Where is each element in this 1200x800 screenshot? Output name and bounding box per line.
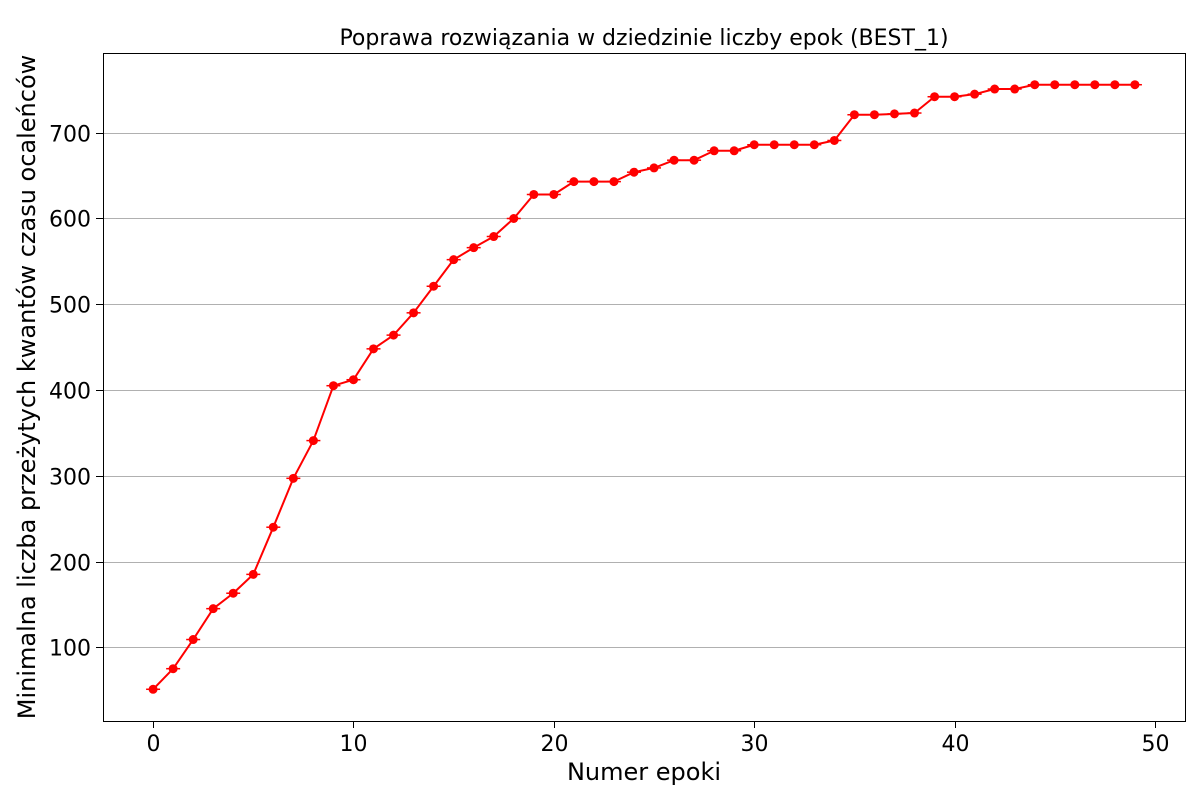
y-tick-label: 400 <box>49 380 91 405</box>
data-point <box>809 140 819 150</box>
data-point <box>168 664 178 674</box>
y-tick-label: 700 <box>49 123 91 148</box>
data-point <box>990 84 1000 94</box>
data-point <box>910 108 919 118</box>
y-axis-label: Minimalna liczba przeżytych kwantów czas… <box>13 55 41 720</box>
data-point <box>509 214 519 223</box>
x-tick-label: 40 <box>942 732 970 757</box>
data-point <box>489 232 499 242</box>
chart-title: Poprawa rozwiązania w dziedzinie liczby … <box>339 26 948 51</box>
data-point <box>389 330 399 340</box>
data-point <box>749 140 759 150</box>
data-point <box>930 92 940 102</box>
data-point <box>589 177 599 187</box>
data-point <box>248 569 258 579</box>
data-point <box>1070 80 1080 90</box>
data-point <box>649 163 659 173</box>
x-tick-label: 50 <box>1142 732 1170 757</box>
axis-ticks: 100 200 300 400 500 600 700 0 10 20 30 40 50 <box>49 123 1170 758</box>
data-point <box>328 381 338 391</box>
y-tick-label: 100 <box>49 637 91 662</box>
data-point <box>549 189 559 199</box>
x-tick-label: 10 <box>340 732 368 757</box>
data-point <box>529 189 539 199</box>
data-point <box>1050 80 1060 90</box>
data-point <box>669 155 679 165</box>
data-point <box>1130 80 1140 90</box>
data-point <box>369 344 378 354</box>
series-line <box>152 83 1135 690</box>
data-point <box>609 177 619 187</box>
data-point <box>829 135 839 145</box>
x-tick-label: 0 <box>147 732 161 757</box>
plot-frame <box>103 53 1186 722</box>
y-tick-label: 200 <box>49 552 91 577</box>
x-tick-label: 30 <box>741 732 769 757</box>
y-tick-label: 500 <box>49 294 91 319</box>
data-point <box>188 635 198 645</box>
data-point <box>288 473 298 483</box>
series-layer <box>146 80 1142 694</box>
data-point <box>148 684 158 694</box>
data-point <box>469 243 479 253</box>
data-point <box>1090 80 1100 90</box>
data-point <box>709 146 719 156</box>
y-tick-label: 600 <box>49 208 91 233</box>
data-point <box>409 308 419 318</box>
data-point <box>849 110 859 120</box>
data-point <box>889 109 899 119</box>
data-point <box>449 255 459 265</box>
data-point <box>869 110 879 120</box>
data-point <box>348 375 358 385</box>
data-point <box>228 588 238 598</box>
data-point <box>629 167 639 177</box>
data-point <box>769 140 779 150</box>
x-tick-label: 20 <box>541 732 569 757</box>
y-tick-label: 300 <box>49 466 91 491</box>
data-point <box>970 89 980 99</box>
data-point <box>789 140 799 150</box>
grid <box>103 133 1185 648</box>
data-point <box>1030 80 1040 90</box>
data-point <box>729 146 739 156</box>
data-point <box>1110 80 1120 90</box>
data-point <box>208 604 218 614</box>
data-point <box>569 177 579 187</box>
data-point <box>689 155 699 165</box>
data-point <box>429 281 439 291</box>
data-point <box>1010 84 1020 94</box>
data-point <box>268 522 278 532</box>
data-point <box>950 92 960 102</box>
data-point <box>308 436 318 446</box>
x-axis-label: Numer epoki <box>567 758 721 786</box>
